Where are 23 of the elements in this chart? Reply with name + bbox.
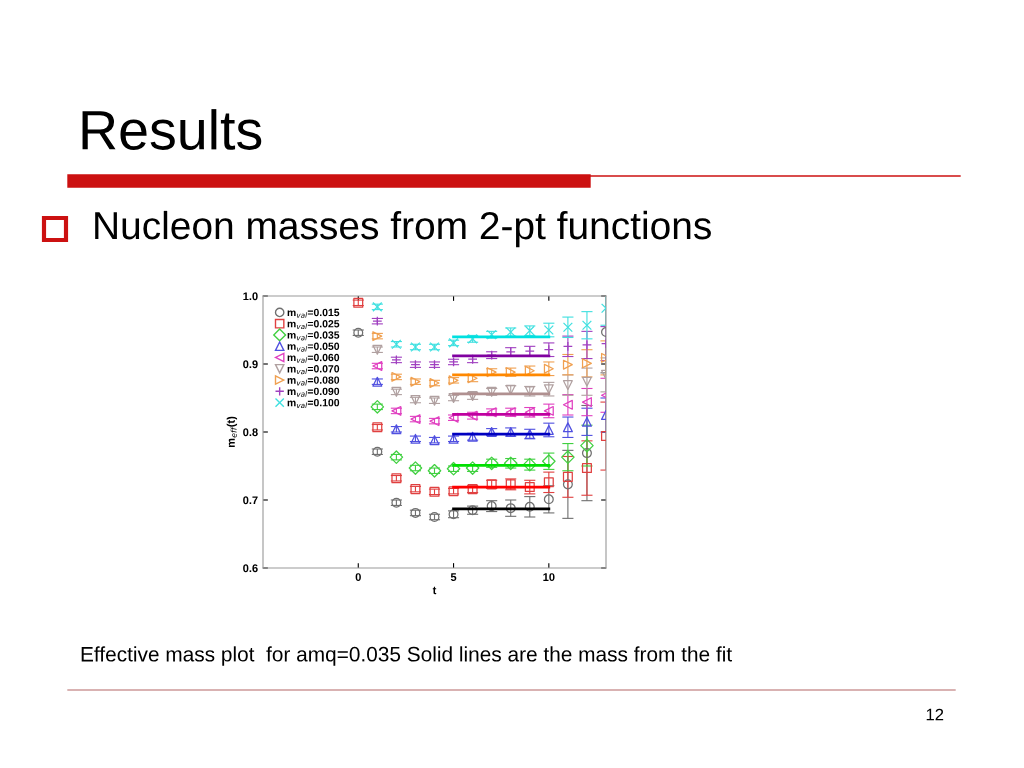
x-tick-label: 5: [450, 573, 457, 582]
x-axis-title: t: [432, 586, 437, 595]
y-axis-title: m$_{eff}$(t): [226, 416, 238, 448]
y-tick-label: 0.9: [243, 360, 258, 369]
legend-label: m$_{val}$=0.100: [287, 398, 340, 409]
legend-label: m$_{val}$=0.060: [287, 353, 340, 363]
x-tick-label: 10: [543, 573, 555, 582]
y-tick-label: 0.6: [243, 564, 258, 573]
y-tick-label: 0.7: [243, 496, 258, 505]
legend-label: m$_{val}$=0.025: [287, 320, 340, 330]
legend-label: m$_{val}$=0.015: [287, 308, 340, 318]
chart-subtitle: Nucleon masses from 2-pt functions: [95, 210, 711, 248]
legend-label: m$_{val}$=0.080: [287, 376, 340, 386]
legend-label: m$_{val}$=0.070: [287, 365, 340, 375]
legend-label: m$_{val}$=0.050: [287, 342, 340, 352]
x-tick-label: 0: [355, 573, 361, 582]
legend-label: m$_{val}$=0.090: [287, 387, 340, 397]
text: 12: [926, 708, 944, 721]
y-tick-label: 0.8: [243, 428, 258, 437]
y-tick-label: 1.0: [243, 292, 258, 301]
legend-label: m$_{val}$=0.035: [287, 331, 340, 341]
text: Effective mass plot for amq=0.035 Solid lines are the mass from the fit: [81, 646, 732, 666]
chart-title: Results: [82, 109, 262, 150]
